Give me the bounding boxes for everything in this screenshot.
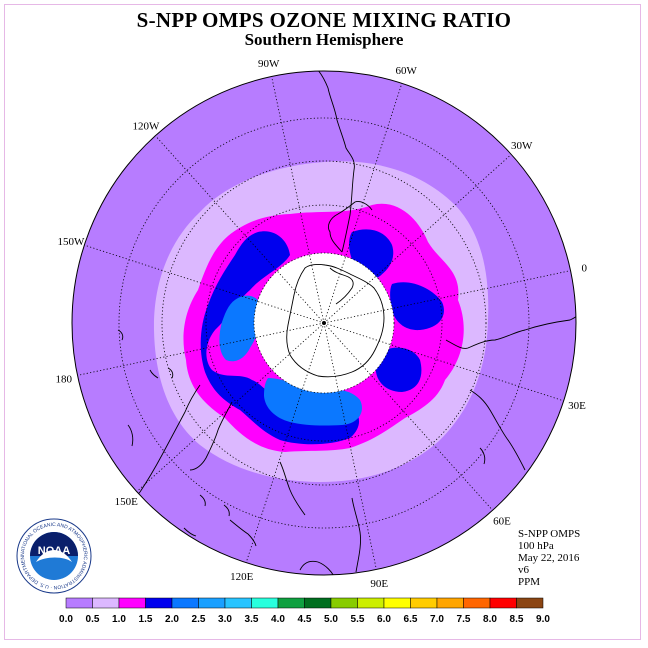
colorbar-swatch <box>198 597 226 609</box>
meridian-line <box>245 322 325 563</box>
colorbar-tick-label: 9.0 <box>536 614 550 625</box>
longitude-label: 30W <box>511 140 533 152</box>
ozone-band-1.5-2-lobe-west <box>200 231 360 445</box>
colorbar-tick-label: 1.0 <box>112 614 126 625</box>
colorbar: 0.0 0.5 1.0 1.5 2.0 2.5 3.0 3.5 4.0 4.5 5.0 5.5 6.0 6… <box>59 597 550 625</box>
colorbar-swatch <box>171 597 199 609</box>
longitude-label: 60E <box>493 516 511 528</box>
colorbar-tick-label: 2.0 <box>165 614 179 625</box>
longitude-label: 90W <box>258 58 280 70</box>
meridian-line <box>323 322 377 570</box>
colorbar-swatch <box>330 597 358 609</box>
meridian-line <box>84 244 325 324</box>
info-units: PPM <box>518 576 541 588</box>
colorbar-swatch <box>118 597 146 609</box>
colorbar-swatch <box>357 597 385 609</box>
map-boundary <box>71 70 577 576</box>
longitude-label: 30E <box>568 400 586 412</box>
latitude-circle <box>161 160 487 486</box>
longitude-label: 150E <box>115 496 139 508</box>
ozone-band-1.5-2-lobe-east <box>390 282 444 331</box>
longitude-label: 180 <box>56 373 73 385</box>
info-instrument: S-NPP OMPS <box>518 528 581 540</box>
colorbar-tick-label: 7.5 <box>457 614 471 625</box>
latitude-circle <box>205 204 443 442</box>
meridian-line <box>155 135 325 324</box>
image-frame <box>4 4 641 640</box>
map-subtitle: Southern Hemisphere <box>244 30 404 49</box>
noaa-logo: NATIONAL OCEANIC AND ATMOSPHERIC ADMINIS… <box>16 518 92 594</box>
colorbar-swatch <box>463 597 491 609</box>
colorbar-tick-label: 4.5 <box>298 614 312 625</box>
info-level: 100 hPa <box>518 540 554 552</box>
colorbar-swatch <box>436 597 464 609</box>
info-date: May 22, 2016 <box>518 552 580 564</box>
colorbar-swatch <box>65 597 93 609</box>
colorbar-swatch <box>224 597 252 609</box>
longitude-label: 60W <box>396 65 418 77</box>
longitude-label: 0 <box>581 263 587 275</box>
meridian-line <box>323 322 564 402</box>
colorbar-swatch <box>489 597 517 609</box>
colorbar-tick-label: 3.5 <box>245 614 259 625</box>
colorbar-swatch <box>92 597 120 609</box>
colorbar-swatch <box>277 597 305 609</box>
longitude-label: 150W <box>58 236 86 248</box>
colorbar-tick-label: 8.5 <box>510 614 524 625</box>
meridian-line <box>77 322 325 376</box>
coastlines <box>117 71 576 575</box>
south-pole-marker <box>322 321 326 325</box>
colorbar-swatch <box>304 597 332 609</box>
meridian-line <box>323 322 493 511</box>
colorbar-tick-label: 6.5 <box>404 614 418 625</box>
ozone-band-1.5-2-lobe-southeast <box>375 347 422 392</box>
colorbar-tick-label: 2.5 <box>192 614 206 625</box>
latitude-circle <box>253 252 395 394</box>
colorbar-swatch <box>383 597 411 609</box>
meridian-line <box>323 270 571 324</box>
meridian-line <box>136 322 325 492</box>
colorbar-tick-label: 8.0 <box>483 614 497 625</box>
map-title: S-NPP OMPS OZONE MIXING RATIO <box>136 8 512 32</box>
colorbar-tick-label: 3.0 <box>218 614 232 625</box>
colorbar-tick-label: 5.0 <box>324 614 338 625</box>
colorbar-swatch <box>410 597 438 609</box>
colorbar-tick-label: 0.5 <box>86 614 100 625</box>
colorbar-swatch <box>145 597 173 609</box>
ozone-band-2-2.5-west <box>219 295 262 362</box>
info-version: v6 <box>518 564 529 576</box>
colorbar-tick-label: 4.0 <box>271 614 285 625</box>
graticule <box>77 76 571 570</box>
longitude-label: 120W <box>133 120 161 132</box>
colorbar-swatch <box>251 597 279 609</box>
colorbar-tick-label: 5.5 <box>351 614 365 625</box>
longitude-label: 90E <box>370 578 388 590</box>
meridian-line <box>271 76 325 324</box>
latitude-circle <box>118 117 530 529</box>
longitude-labels: 90W 60W 30W 0 30E 60E 90E 120E 150E 180 150W 120W <box>56 58 588 590</box>
longitude-label: 120E <box>230 571 254 583</box>
meridian-line <box>323 154 512 324</box>
colorbar-tick-label: 6.0 <box>377 614 391 625</box>
colorbar-swatch <box>516 597 544 609</box>
colorbar-tick-label: 0.0 <box>59 614 73 625</box>
noaa-logo-text: NOAA <box>38 545 70 557</box>
meridian-line <box>323 83 403 324</box>
colorbar-tick-label: 1.5 <box>139 614 153 625</box>
colorbar-tick-label: 7.0 <box>430 614 444 625</box>
